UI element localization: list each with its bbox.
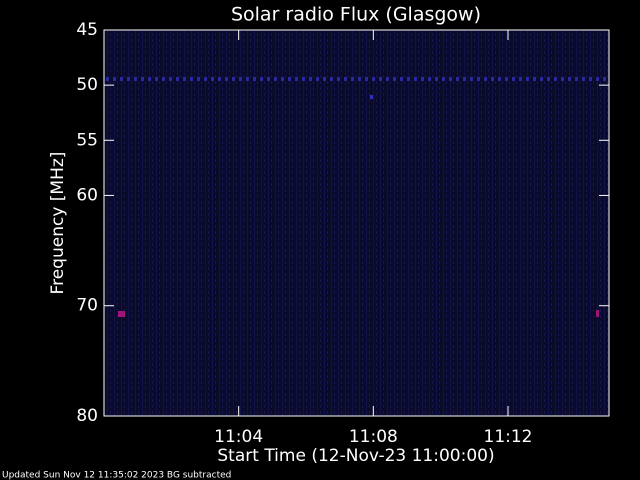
x-tick-label: 11:04 (214, 427, 263, 447)
burst-spot (370, 95, 373, 99)
x-axis-label: Start Time (12-Nov-23 11:00:00) (217, 446, 494, 466)
burst-spot (596, 310, 599, 317)
y-tick-label: 55 (76, 130, 98, 150)
y-tick-label: 70 (76, 296, 98, 316)
footer: Updated Sun Nov 12 11:35:02 2023 BG subt… (2, 471, 231, 480)
spectrum-texture (104, 30, 609, 416)
y-tick-label: 50 (76, 75, 98, 95)
x-tick-label: 11:12 (484, 427, 533, 447)
chart-title: Solar radio Flux (Glasgow) (231, 4, 481, 26)
y-axis-label: Frequency [MHz] (48, 152, 68, 295)
burst-spot (118, 311, 125, 317)
y-tick-label: 60 (76, 185, 98, 205)
y-tick-label: 80 (76, 406, 98, 426)
band-line (104, 77, 609, 81)
x-tick-label: 11:08 (349, 427, 398, 447)
y-tick-label: 45 (76, 20, 98, 40)
plot-frame (103, 29, 610, 417)
